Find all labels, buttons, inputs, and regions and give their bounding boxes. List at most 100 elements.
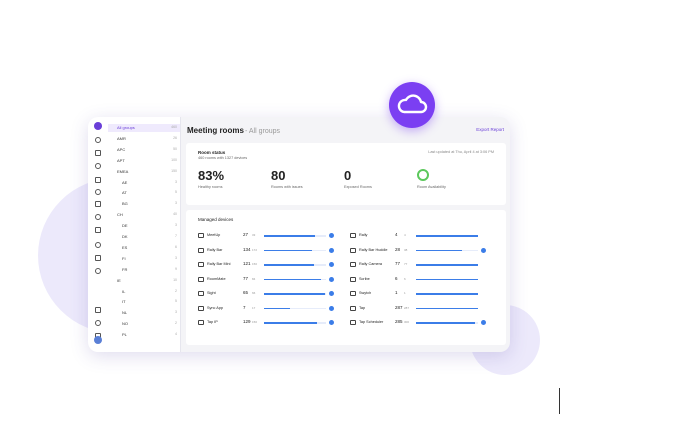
user-avatar <box>94 336 102 344</box>
group-count: 3 <box>175 223 177 228</box>
group-count: 3 <box>175 310 177 315</box>
group-count: 3 <box>175 201 177 206</box>
group-count: 3 <box>175 255 177 260</box>
group-list: All groups 460 AMR 26 APC 50 APT 100 EMEA 150 AE 3 A… <box>108 117 181 352</box>
device-bar <box>264 235 315 237</box>
group-count: 50 <box>173 146 177 151</box>
group-row[interactable]: EMEA 150 <box>108 168 180 176</box>
group-row[interactable]: FR 9 <box>108 266 180 274</box>
device-bar-track <box>416 249 478 251</box>
cloud-badge <box>389 82 435 128</box>
group-label: FR <box>122 266 128 272</box>
device-info-dot[interactable] <box>481 320 486 325</box>
group-row[interactable]: IT 5 <box>108 298 180 306</box>
device-total: 150 <box>252 320 258 324</box>
nav-icon[interactable] <box>95 268 101 274</box>
group-label: FI <box>122 255 126 261</box>
device-count: 7 <box>243 304 246 310</box>
device-bar-track <box>416 235 478 237</box>
device-count: 121 <box>243 261 251 266</box>
group-label: CH <box>117 212 123 218</box>
device-info-dot[interactable] <box>329 233 334 238</box>
group-row[interactable]: CH 40 <box>108 211 180 219</box>
nav-icon[interactable] <box>95 307 101 313</box>
group-row[interactable]: NO 2 <box>108 320 180 328</box>
device-info-dot[interactable] <box>329 276 334 282</box>
device-total: 6 <box>404 276 406 281</box>
group-row[interactable]: AE 3 <box>108 179 180 187</box>
group-label: AE <box>122 179 128 185</box>
group-row[interactable]: IL 2 <box>108 288 180 296</box>
device-bar-track <box>416 264 478 266</box>
device-name: Scribe <box>359 276 370 281</box>
group-row[interactable]: PL 4 <box>108 331 180 339</box>
device-bar <box>416 278 478 280</box>
nav-icon[interactable] <box>95 150 101 156</box>
group-count: 460 <box>171 125 177 129</box>
device-count: 129 <box>243 319 251 324</box>
nav-icon[interactable] <box>95 214 101 220</box>
nav-icon[interactable] <box>95 242 101 248</box>
group-row[interactable]: AT 5 <box>108 189 180 197</box>
divider <box>559 388 560 414</box>
device-total: 1 <box>404 291 406 295</box>
group-label: NO <box>122 321 128 327</box>
device-bar <box>264 264 314 266</box>
nav-icon[interactable] <box>95 320 101 326</box>
device-count: 77 <box>395 261 401 266</box>
group-row[interactable]: AMR 26 <box>108 135 180 143</box>
nav-icon[interactable] <box>95 163 101 169</box>
group-row[interactable]: DK 7 <box>108 233 180 241</box>
group-row[interactable]: APC 50 <box>108 146 180 154</box>
device-total: 4 <box>404 233 406 237</box>
stat-value: 0 <box>344 168 352 183</box>
device-total: 77 <box>404 262 408 266</box>
nav-icon[interactable] <box>95 137 101 143</box>
device-bar <box>264 322 318 324</box>
stat-label: Healthy rooms <box>198 185 223 189</box>
icon-rail <box>88 117 109 352</box>
export-button[interactable]: Export Report <box>476 127 504 132</box>
group-row[interactable]: APT 100 <box>108 157 180 165</box>
device-bar-track <box>416 307 478 309</box>
device-bar <box>416 322 475 324</box>
group-label: All groups <box>117 125 135 130</box>
group-row[interactable]: IE 10 <box>108 277 180 285</box>
group-label: APT <box>117 157 125 163</box>
device-bar-track <box>264 264 326 266</box>
device-info-dot[interactable] <box>329 247 334 253</box>
device-name: Rally Bar Mini <box>207 262 231 266</box>
device-bar-track <box>264 293 326 295</box>
status-summary: 460 rooms with 1327 devices <box>198 156 248 160</box>
group-row[interactable]: ES 6 <box>108 244 180 252</box>
nav-icon[interactable] <box>95 177 101 183</box>
nav-icon[interactable] <box>95 201 101 207</box>
nav-icon[interactable] <box>95 255 101 261</box>
group-label: IE <box>117 277 121 283</box>
device-name: Swytch <box>359 291 372 295</box>
group-row[interactable]: All groups 460 <box>108 124 180 132</box>
device-icon <box>350 276 356 282</box>
group-count: 6 <box>175 244 177 249</box>
group-row[interactable]: NL 3 <box>108 309 180 317</box>
group-row[interactable]: BG 3 <box>108 200 180 208</box>
device-total: 84 <box>252 276 256 281</box>
device-name: Tap Scheduler <box>359 320 384 324</box>
nav-icon[interactable] <box>95 227 101 233</box>
device-info-dot[interactable] <box>481 247 486 253</box>
group-row[interactable]: FI 3 <box>108 255 180 263</box>
device-info-dot[interactable] <box>329 262 334 267</box>
group-label: IL <box>122 288 126 294</box>
device-info-dot[interactable] <box>329 305 334 311</box>
device-total: 172 <box>252 247 258 252</box>
device-info-dot[interactable] <box>329 320 334 325</box>
group-row[interactable]: DE 3 <box>108 222 180 230</box>
device-name: Rally <box>359 233 368 237</box>
device-icon <box>198 233 204 238</box>
stat-label: Room Availability <box>417 185 446 189</box>
group-label: IT <box>122 299 126 305</box>
device-count: 285 <box>395 319 403 324</box>
device-info-dot[interactable] <box>329 291 334 296</box>
nav-icon[interactable] <box>95 189 101 195</box>
